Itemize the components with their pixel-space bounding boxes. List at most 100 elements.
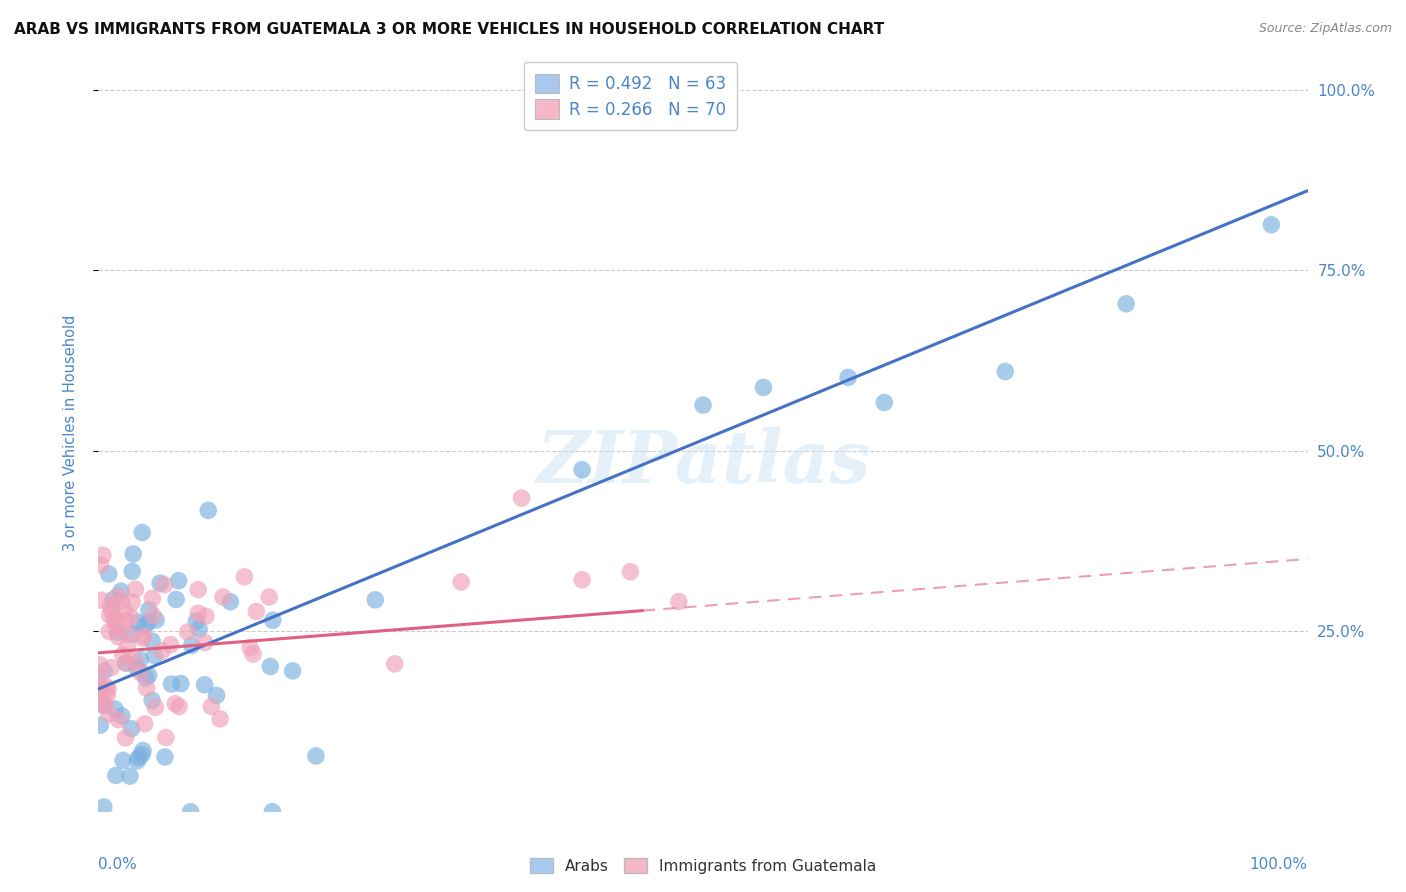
Point (100, 660, 122, 674)
Point (120, 610, 142, 624)
Point (994, 364, 1017, 378)
Point (233, 570, 256, 584)
Point (97, 567, 120, 582)
Point (107, 620, 129, 634)
Point (93, 698, 115, 713)
Point (98, 624, 121, 639)
Point (200, 699, 222, 714)
Point (115, 656, 138, 670)
Point (149, 576, 172, 591)
Text: ARAB VS IMMIGRANTS FROM GUATEMALA 3 OR MORE VEHICLES IN HOUSEHOLD CORRELATION CH: ARAB VS IMMIGRANTS FROM GUATEMALA 3 OR M… (14, 22, 884, 37)
Point (98, 707, 121, 722)
Point (134, 717, 156, 731)
Point (873, 395, 896, 409)
Point (384, 657, 406, 671)
Point (114, 604, 136, 618)
Point (94, 698, 117, 712)
Point (208, 712, 231, 726)
Point (219, 595, 242, 609)
Y-axis label: 3 or more Vehicles in Household: 3 or more Vehicles in Household (63, 315, 77, 550)
Point (107, 630, 129, 644)
Point (1260, 218, 1282, 232)
Point (142, 608, 165, 623)
Point (127, 754, 149, 768)
Point (93, 800, 115, 814)
Point (121, 565, 143, 579)
Point (136, 616, 159, 631)
Point (89, 657, 111, 672)
Point (91, 548, 114, 562)
Text: Source: ZipAtlas.com: Source: ZipAtlas.com (1258, 22, 1392, 36)
Point (127, 615, 149, 630)
Point (364, 592, 387, 607)
Point (153, 578, 176, 592)
Point (141, 591, 163, 606)
Point (138, 603, 160, 617)
Point (100, 599, 122, 614)
Point (159, 638, 181, 652)
Point (110, 594, 132, 608)
Point (117, 639, 139, 653)
Point (205, 689, 228, 703)
Point (111, 648, 134, 662)
Point (165, 592, 187, 607)
Point (170, 676, 193, 690)
Point (114, 614, 136, 628)
Point (107, 713, 129, 727)
Point (132, 629, 155, 643)
Point (132, 743, 155, 757)
Point (111, 709, 134, 723)
Point (89, 718, 111, 732)
Point (160, 677, 183, 691)
Point (93, 664, 115, 678)
Point (141, 634, 163, 648)
Point (239, 640, 262, 655)
Point (107, 625, 129, 640)
Point (87, 678, 110, 692)
Point (143, 648, 166, 663)
Legend: Arabs, Immigrants from Guatemala: Arabs, Immigrants from Guatemala (523, 852, 883, 880)
Point (194, 609, 217, 624)
Point (187, 607, 209, 621)
Point (115, 627, 138, 641)
Point (281, 664, 304, 678)
Point (121, 627, 143, 641)
Point (1115, 297, 1137, 311)
Point (103, 615, 125, 630)
Point (89, 683, 111, 698)
Point (104, 768, 127, 782)
Point (752, 380, 775, 394)
Point (104, 612, 127, 626)
Point (571, 463, 593, 477)
Point (114, 731, 136, 745)
Point (145, 613, 167, 627)
Point (242, 647, 264, 661)
Point (668, 594, 690, 608)
Point (180, 638, 202, 652)
Point (510, 491, 533, 505)
Legend: R = 0.492   N = 63, R = 0.266   N = 70: R = 0.492 N = 63, R = 0.266 N = 70 (523, 62, 737, 130)
Point (197, 503, 219, 517)
Point (571, 573, 593, 587)
Point (259, 659, 281, 673)
Point (262, 805, 284, 819)
Point (110, 584, 132, 599)
Point (128, 750, 150, 764)
Point (96, 689, 118, 703)
Point (138, 668, 160, 682)
Point (305, 748, 328, 763)
Point (121, 722, 143, 736)
Point (155, 731, 177, 745)
Point (112, 753, 135, 767)
Point (118, 769, 141, 783)
Point (692, 398, 714, 412)
Point (101, 606, 124, 620)
Point (194, 678, 217, 692)
Text: 100.0%: 100.0% (1250, 857, 1308, 872)
Point (180, 805, 202, 819)
Point (186, 614, 208, 628)
Point (125, 661, 148, 675)
Point (107, 589, 129, 603)
Point (143, 700, 166, 714)
Point (91, 695, 114, 709)
